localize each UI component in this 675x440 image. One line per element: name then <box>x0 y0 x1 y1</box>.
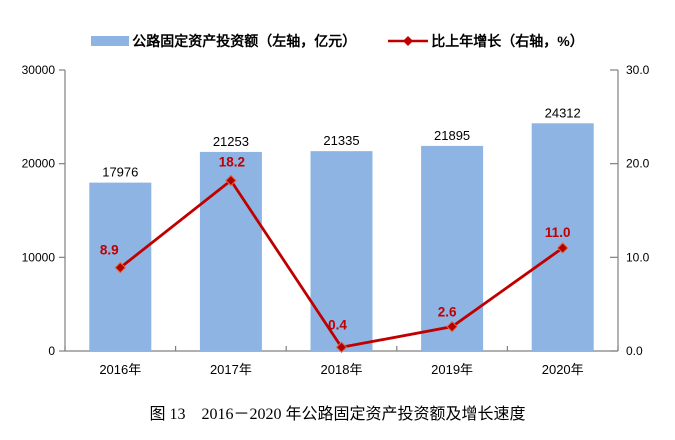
bar-value-label: 24312 <box>545 105 581 120</box>
line-value-label: 2.6 <box>438 305 457 320</box>
bar-value-label: 17976 <box>102 165 138 180</box>
x-axis-category-label: 2017年 <box>210 362 252 377</box>
x-axis-category-label: 2018年 <box>321 362 363 377</box>
chart-legend: 公路固定资产投资额（左轴，亿元） 比上年增长（右轴，%） <box>0 30 675 52</box>
bar-value-label: 21253 <box>213 134 249 149</box>
bar-value-label: 21335 <box>323 133 359 148</box>
x-axis-category-label: 2016年 <box>99 362 141 377</box>
right-axis-tick-label: 30.0 <box>626 63 650 77</box>
line-value-label: 18.2 <box>219 155 245 170</box>
figure-caption: 图 13 2016－2020 年公路固定资产投资额及增长速度 <box>149 406 526 423</box>
bar-2020年 <box>531 123 594 351</box>
bar-2019年 <box>421 145 484 351</box>
line-value-label: 8.9 <box>100 243 119 258</box>
line-marker-2018年 <box>335 341 348 353</box>
bar-series-swatch-icon <box>91 36 130 46</box>
legend-item-growth: 比上年增长（右轴，%） <box>388 31 584 51</box>
line-series-swatch-icon <box>388 36 429 46</box>
left-axis-tick-label: 30000 <box>22 63 56 77</box>
line-marker-2020年 <box>556 242 569 254</box>
right-axis-tick-label: 10.0 <box>626 250 650 264</box>
line-marker-2019年 <box>446 320 458 333</box>
left-axis-tick-label: 0 <box>48 344 55 358</box>
left-axis-tick-label: 20000 <box>22 157 56 171</box>
x-axis-category-label: 2019年 <box>431 362 473 377</box>
line-value-label: 0.4 <box>328 317 347 332</box>
left-axis-tick-label: 10000 <box>22 250 56 264</box>
right-axis-tick-label: 20.0 <box>626 157 650 171</box>
line-marker-2017年 <box>225 174 237 187</box>
x-axis-category-label: 2020年 <box>542 362 584 377</box>
legend-item-investment: 公路固定资产投资额（左轴，亿元） <box>91 31 356 51</box>
right-axis-tick-label: 0.0 <box>626 344 643 358</box>
bar-value-label: 21895 <box>434 128 470 143</box>
line-value-label: 11.0 <box>545 225 571 240</box>
legend-label-investment: 公路固定资产投资额（左轴，亿元） <box>132 33 357 49</box>
line-marker-2016年 <box>114 261 127 274</box>
legend-label-growth: 比上年增长（右轴，%） <box>431 33 584 49</box>
